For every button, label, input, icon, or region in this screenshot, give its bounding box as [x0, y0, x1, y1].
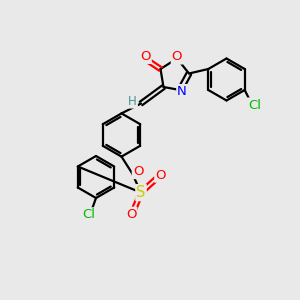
Text: O: O [155, 169, 166, 182]
Text: H: H [128, 94, 137, 108]
Text: S: S [136, 185, 146, 200]
Text: O: O [133, 165, 143, 178]
Text: Cl: Cl [82, 208, 95, 221]
Text: O: O [126, 208, 136, 221]
Text: Cl: Cl [248, 98, 261, 112]
Text: O: O [140, 50, 151, 63]
Text: O: O [172, 50, 182, 64]
Text: N: N [177, 85, 187, 98]
